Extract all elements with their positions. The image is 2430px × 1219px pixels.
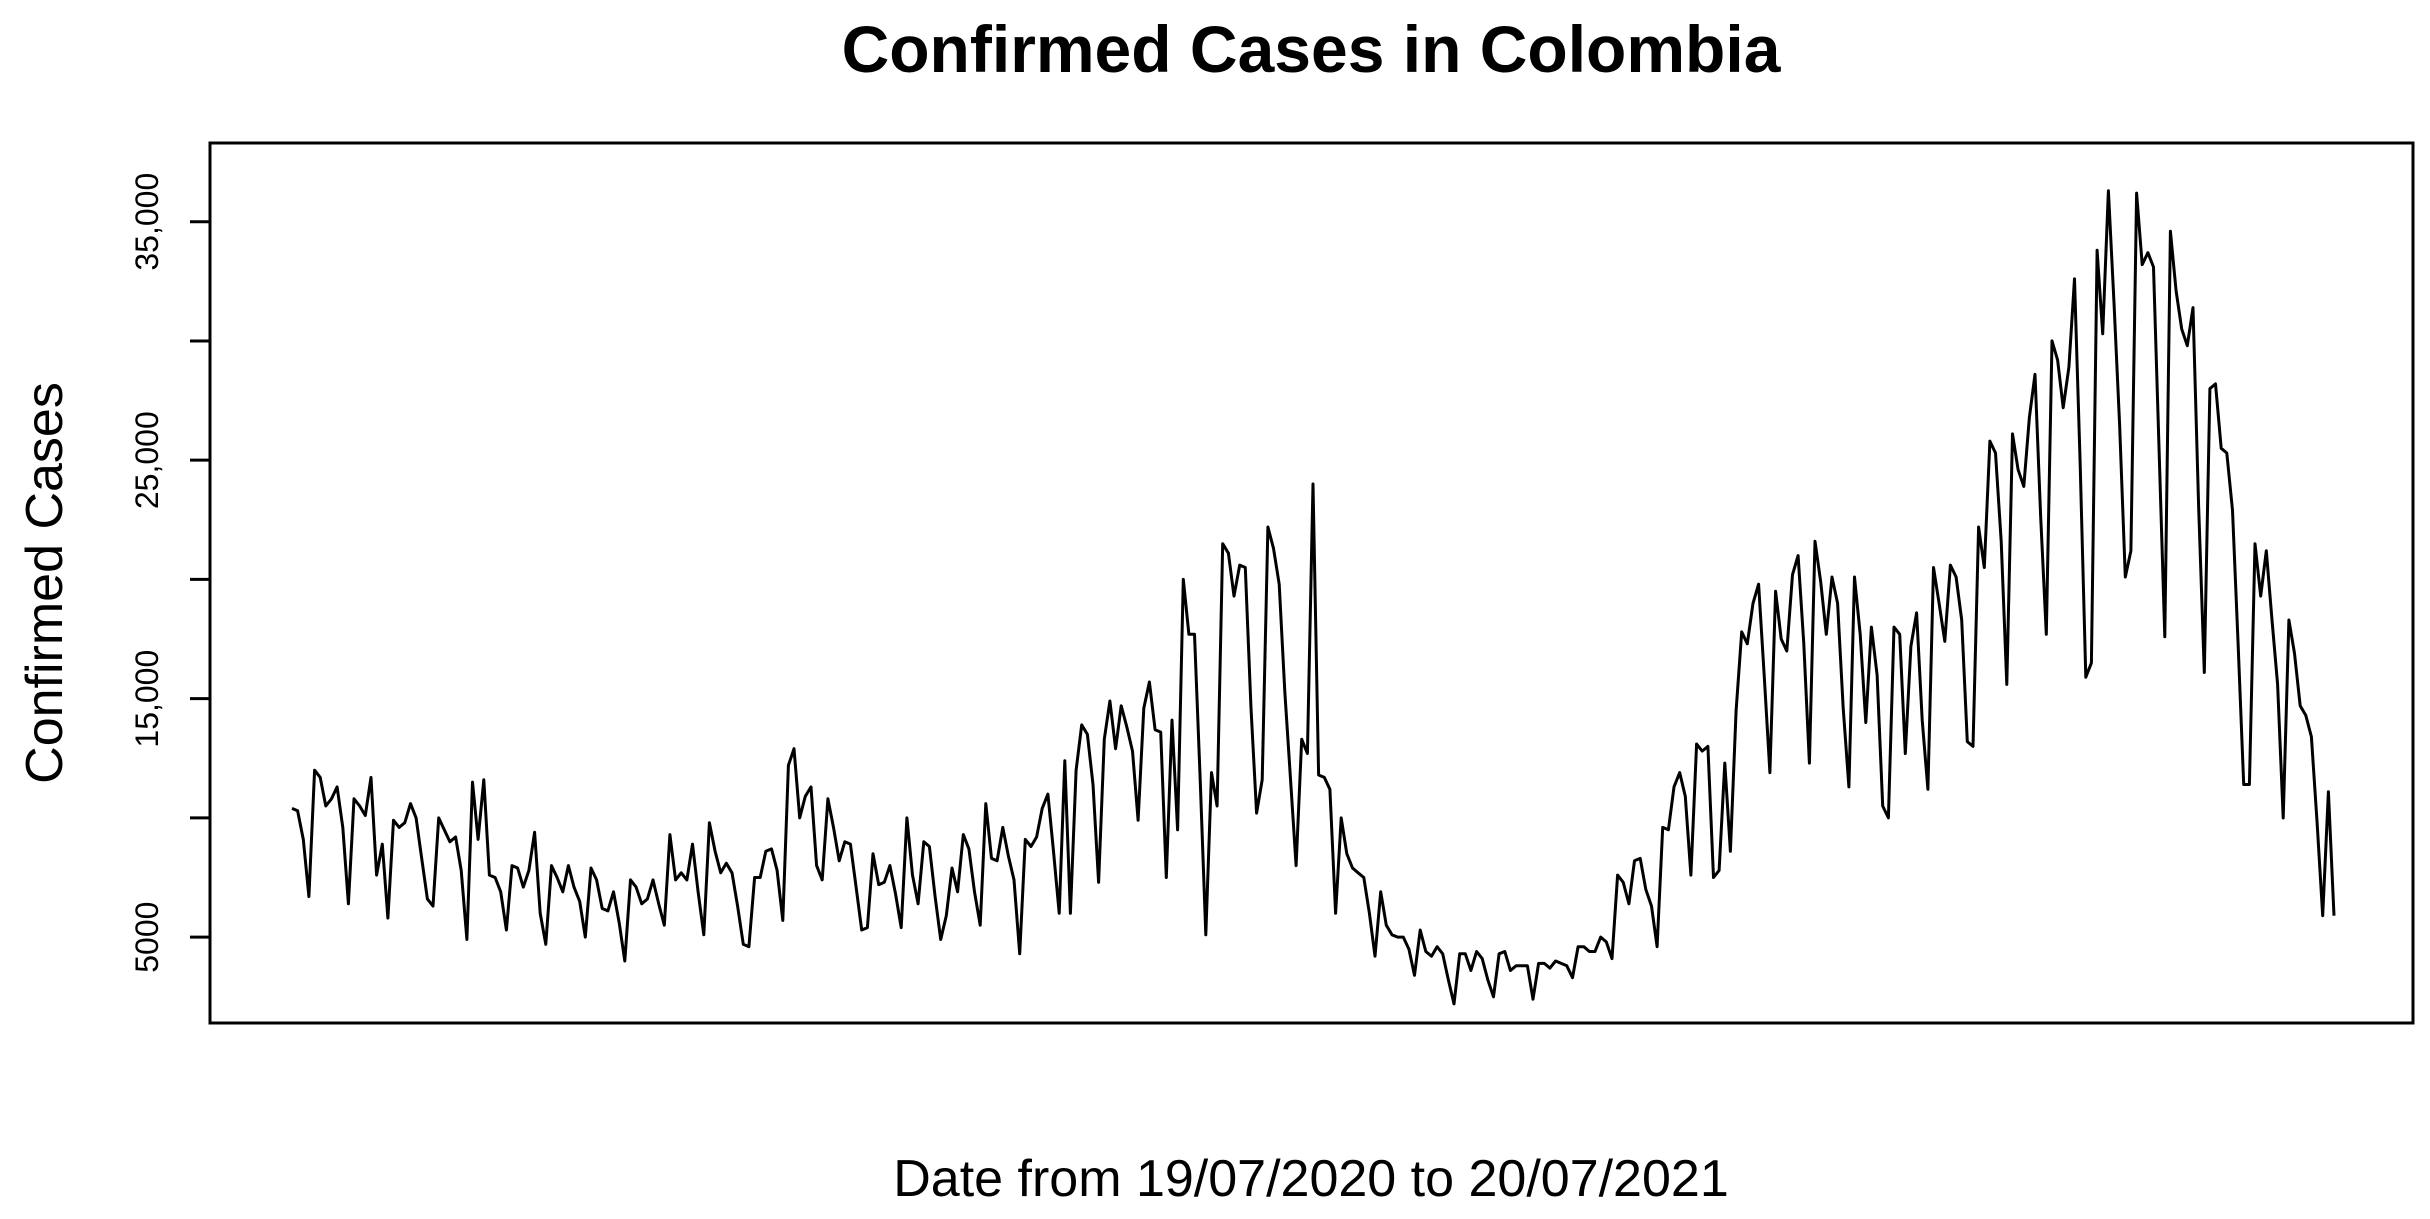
y-tick-label: 35,000 xyxy=(129,173,165,271)
chart-title: Confirmed Cases in Colombia xyxy=(842,12,1782,86)
y-axis: 5000 15,000 25,000 35,000 xyxy=(129,173,212,973)
y-axis-label: Confirmed Cases xyxy=(16,382,74,784)
y-tick-label: 25,000 xyxy=(129,411,165,509)
x-axis-label: Date from 19/07/2020 to 20/07/2021 xyxy=(893,1150,1729,1208)
y-tick-label: 5000 xyxy=(129,902,165,973)
y-tick-label: 15,000 xyxy=(129,650,165,748)
series-group xyxy=(291,189,2336,1006)
series-line xyxy=(291,189,2336,1006)
